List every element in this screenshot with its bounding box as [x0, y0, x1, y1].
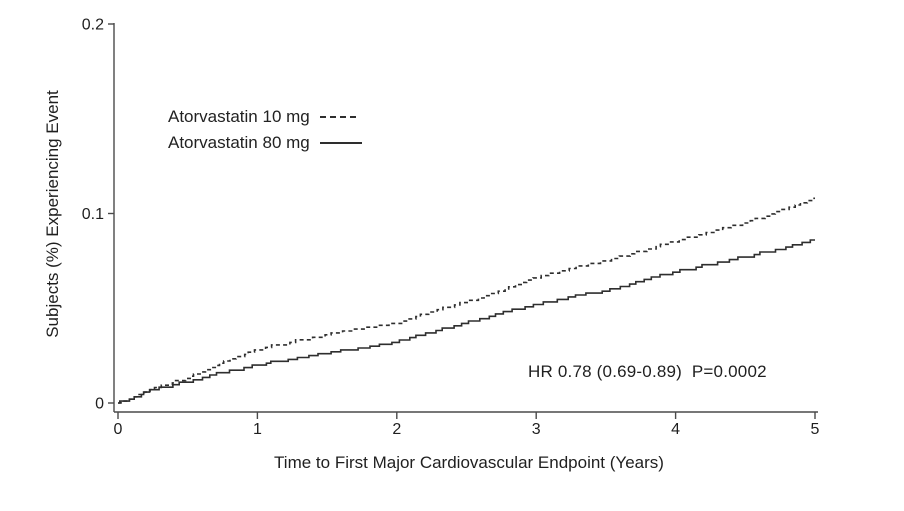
y-ticks-group: 0 0.1 0.2 — [82, 17, 114, 413]
hr-annotation: HR 0.78 (0.69-0.89) P=0.0002 — [528, 362, 767, 381]
x-tick-label: 5 — [811, 421, 820, 438]
y-tick-label: 0 — [95, 396, 104, 413]
x-axis-title: Time to First Major Cardiovascular Endpo… — [274, 453, 664, 472]
y-tick-label: 0.1 — [82, 206, 104, 223]
x-tick-label: 2 — [392, 421, 401, 438]
legend: Atorvastatin 10 mg Atorvastatin 80 mg — [168, 104, 362, 156]
legend-label: Atorvastatin 80 mg — [168, 133, 310, 152]
curve-atorvastatin-10-mg — [118, 197, 815, 404]
curve-atorvastatin-80-mg — [118, 239, 815, 404]
x-tick-label: 1 — [253, 421, 262, 438]
x-tick-label: 4 — [671, 421, 680, 438]
legend-item-atorvastatin-80mg: Atorvastatin 80 mg — [168, 130, 362, 156]
legend-label: Atorvastatin 10 mg — [168, 107, 310, 126]
y-axis-title: Subjects (%) Experiencing Event — [43, 90, 62, 338]
legend-item-atorvastatin-10mg: Atorvastatin 10 mg — [168, 104, 362, 130]
x-tick-label: 3 — [532, 421, 541, 438]
y-tick-label: 0.2 — [82, 17, 104, 34]
curves-group — [118, 197, 815, 404]
x-ticks-group: 0 1 2 3 4 5 — [114, 412, 820, 438]
solid-line-sample-icon — [319, 142, 362, 144]
x-tick-label: 0 — [114, 421, 123, 438]
dashed-line-sample-icon — [319, 116, 356, 118]
